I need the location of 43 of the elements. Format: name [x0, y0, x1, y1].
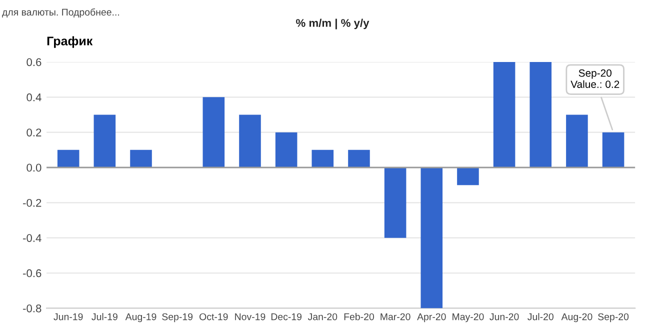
y-tick-label: 0.6 [26, 58, 42, 66]
x-tick-label: Aug-19 [125, 313, 156, 322]
bar [420, 168, 443, 308]
x-tick-label: May-20 [452, 313, 484, 322]
x-tick-label: Nov-19 [235, 313, 266, 320]
x-tick-label: Sep-19 [162, 313, 193, 322]
bar [275, 132, 298, 168]
bar [457, 168, 479, 186]
x-tick-label: Oct-19 [200, 313, 228, 320]
annotation: Sep-20 Value.: 0.2 [570, 69, 620, 88]
x-tick-label: Jan-20 [308, 313, 338, 320]
x-tick-label: Sep-20 [598, 313, 629, 322]
x-tick-label: Dec-19 [271, 313, 302, 320]
bar [493, 62, 516, 168]
x-tick-label: Jun-20 [490, 313, 519, 320]
x-tick-label: Jul-20 [528, 313, 554, 320]
y-tick-label: -0.8 [23, 304, 42, 312]
y-tick-label: -0.6 [23, 269, 42, 278]
x-tick-label: Mar-20 [380, 313, 410, 320]
y-tick-label: -0.2 [23, 198, 42, 207]
text: для валюты. Подробнее... [2, 8, 119, 18]
bar [602, 132, 624, 168]
chart-title: График [47, 36, 93, 48]
x-tick-label: Feb-20 [344, 313, 374, 320]
bar [130, 150, 152, 168]
x-tick-label: Apr-20 [417, 313, 446, 322]
bar [202, 97, 225, 168]
y-tick-label: 0.4 [26, 93, 42, 102]
bar [239, 114, 261, 168]
bar [94, 114, 116, 168]
bar [348, 150, 370, 168]
y-tick-label: -0.4 [23, 234, 42, 242]
x-tick-label: Jul-19 [92, 313, 118, 320]
y-tick-label: 0.0 [26, 164, 42, 172]
chart-subtitle: % m/m | % y/y [296, 18, 370, 30]
bar [57, 150, 80, 168]
x-tick-label: Aug-20 [561, 313, 592, 322]
bar [384, 168, 406, 238]
bar [530, 62, 552, 168]
y-tick-label: 0.2 [26, 128, 42, 136]
bar [312, 150, 334, 168]
x-tick-label: Jun-19 [54, 313, 83, 320]
bar [566, 114, 588, 168]
